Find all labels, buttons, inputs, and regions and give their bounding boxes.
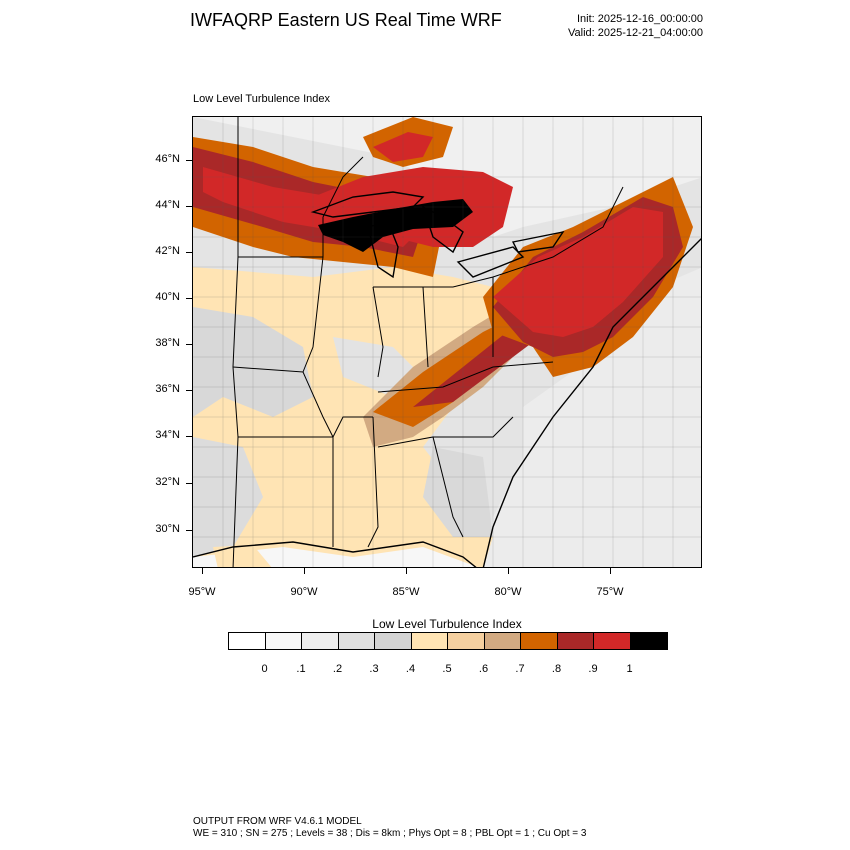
lat-tick [186, 344, 192, 345]
colorbar-swatch [375, 633, 412, 649]
lat-tick [186, 436, 192, 437]
page-title: IWFAQRP Eastern US Real Time WRF [190, 10, 502, 30]
colorbar-label: .5 [442, 663, 452, 675]
colorbar-swatch [521, 633, 558, 649]
colorbar-swatch [557, 633, 594, 649]
gray-zone-southwest [193, 437, 263, 557]
northeast-red [493, 207, 663, 337]
appalachian-dark-band [413, 317, 543, 407]
footer-config: WE = 310 ; SN = 275 ; Levels = 38 ; Dis … [193, 828, 587, 839]
colorbar-swatch [484, 633, 521, 649]
footer-model: OUTPUT FROM WRF V4.6.1 MODEL [193, 816, 362, 827]
lon-label: 85°W [392, 586, 420, 598]
colorbar-swatch [630, 633, 667, 649]
lat-tick [186, 483, 192, 484]
init-time: Init: 2025-12-16_00:00:00 [577, 13, 703, 25]
gulf-coastline [193, 541, 477, 567]
lon-label: 95°W [188, 586, 216, 598]
colorbar-label: 1 [626, 663, 633, 675]
lat-tick [186, 160, 192, 161]
lat-label: 38°N [155, 337, 180, 349]
gulf-coast-patch [213, 545, 272, 567]
lat-tick [186, 390, 192, 391]
valid-time: Valid: 2025-12-21_04:00:00 [568, 27, 703, 39]
colorbar-label: .9 [588, 663, 598, 675]
colorbar-label: .6 [478, 663, 489, 675]
lat-label: 32°N [155, 476, 180, 488]
lat-label: 30°N [155, 523, 180, 535]
colorbar-label: .7 [515, 663, 525, 675]
colorbar-title: Low Level Turbulence Index [372, 617, 522, 631]
colorbar-label: .1 [296, 663, 306, 675]
map-subtitle: Low Level Turbulence Index [193, 93, 330, 105]
lat-tick [186, 206, 192, 207]
colorbar-label: 0 [261, 663, 268, 675]
colorbar-swatch [302, 633, 339, 649]
colorbar-swatch [265, 633, 302, 649]
colorbar-label: .3 [369, 663, 379, 675]
turbulence-map [192, 116, 702, 568]
county-grid [193, 117, 701, 567]
colorbar-label: .8 [551, 663, 562, 675]
lat-tick [186, 298, 192, 299]
atlantic-coastline [482, 238, 701, 567]
gray-zone-georgia [423, 447, 493, 537]
state-borders [232, 117, 624, 567]
colorbar-swatch [594, 633, 631, 649]
lat-label: 40°N [155, 291, 180, 303]
great-lakes-outline [310, 191, 565, 279]
lat-label: 42°N [155, 245, 180, 257]
lon-label: 90°W [290, 586, 318, 598]
lon-label: 75°W [596, 586, 624, 598]
lat-label: 34°N [155, 429, 180, 441]
lat-label: 36°N [155, 383, 180, 395]
colorbar-swatch [411, 633, 448, 649]
lat-tick [186, 530, 192, 531]
colorbar-swatch [229, 633, 266, 649]
lon-tick [406, 568, 407, 574]
colorbar-swatch [448, 633, 485, 649]
lon-tick [610, 568, 611, 574]
lat-label: 46°N [155, 153, 180, 165]
colorbar-label: .2 [332, 663, 343, 675]
lon-tick [508, 568, 509, 574]
map-svg [193, 117, 701, 567]
colorbar-label: .4 [405, 663, 416, 675]
lat-tick [186, 252, 192, 253]
colorbar [228, 632, 668, 650]
lon-tick [304, 568, 305, 574]
atlantic-ocean [483, 267, 701, 567]
lon-label: 80°W [494, 586, 522, 598]
lat-label: 44°N [155, 199, 180, 211]
lon-tick [202, 568, 203, 574]
colorbar-swatch [338, 633, 375, 649]
